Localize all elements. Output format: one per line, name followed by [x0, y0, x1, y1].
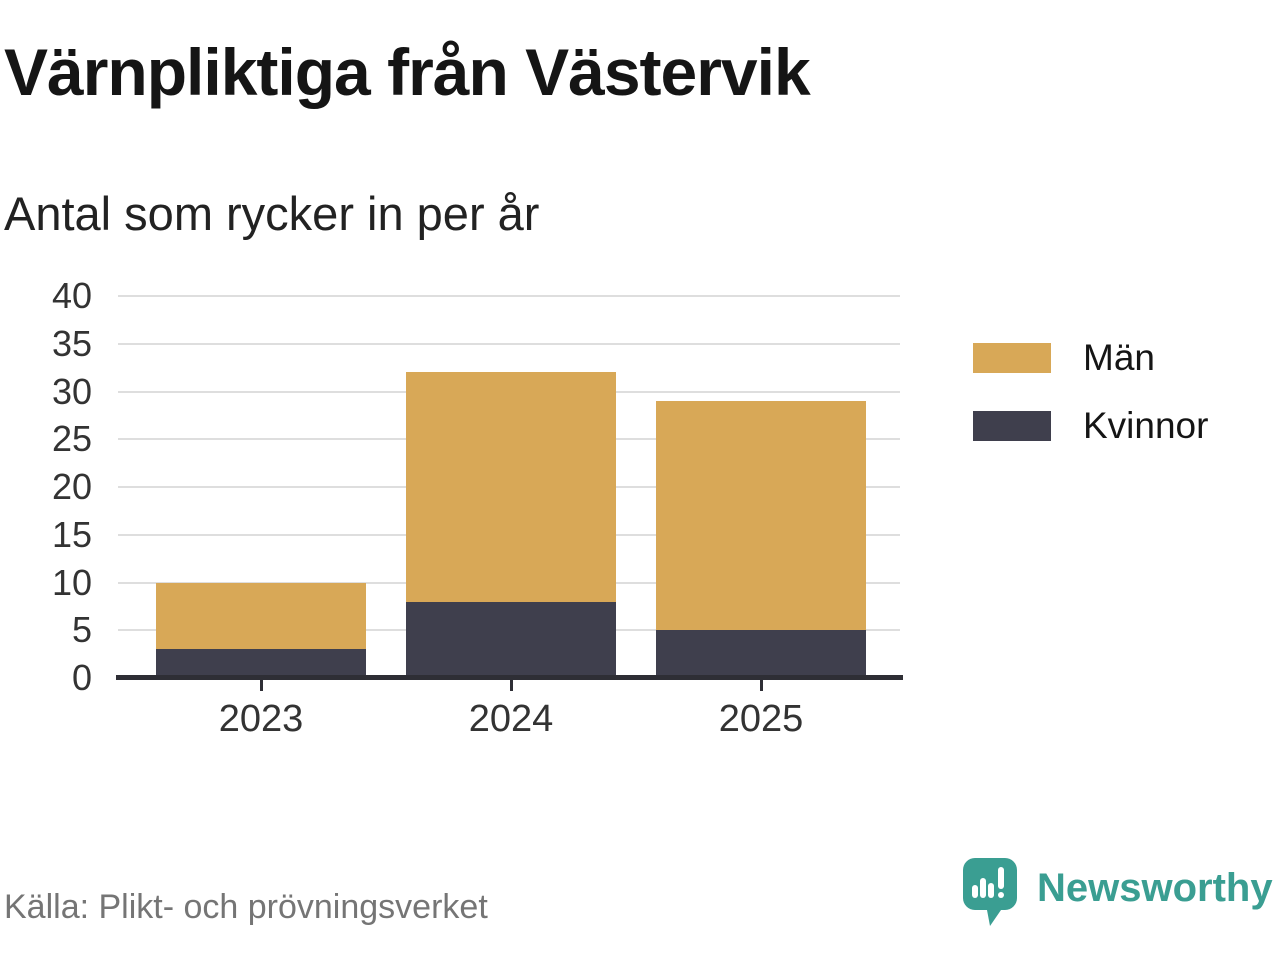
- y-tick-label-5: 5: [71, 609, 92, 651]
- gridline-35: [118, 342, 900, 345]
- bar-2025-kvinnor: [656, 630, 866, 678]
- y-axis: 0 5 10 15 20 25 30 35 40: [0, 275, 92, 698]
- y-tick-label-25: 25: [51, 418, 92, 460]
- bar-2025-män: [656, 401, 866, 631]
- chart-area: 0 5 10 15 20 25 30 35 40 2023 2024 2025: [0, 275, 1280, 740]
- y-tick-label-0: 0: [71, 657, 92, 698]
- page-title: Värnpliktiga från Västervik: [4, 35, 811, 109]
- legend-label-kvinnor: Kvinnor: [1083, 405, 1209, 446]
- y-tick-label-10: 10: [51, 561, 92, 603]
- legend-label-män: Män: [1083, 337, 1155, 378]
- x-tick-label-2023: 2023: [218, 698, 304, 740]
- y-tick-label-30: 30: [51, 370, 92, 412]
- bar-2024-män: [406, 372, 616, 602]
- x-tick-2023: [260, 678, 263, 691]
- bar-2024-kvinnor: [406, 601, 616, 678]
- brand-name: Newsworthy: [1037, 866, 1273, 910]
- plot-area: 2023 2024 2025: [112, 295, 903, 740]
- legend-item-kvinnor: Kvinnor: [973, 405, 1208, 447]
- bar-2023-kvinnor: [156, 649, 366, 678]
- x-tick-2025: [760, 678, 763, 691]
- x-tick-label-2025: 2025: [718, 698, 804, 740]
- x-tick-label-2024: 2024: [468, 698, 554, 740]
- legend-swatch-kvinnor: [973, 411, 1051, 441]
- brand-logo: Newsworthy: [963, 858, 1273, 926]
- y-tick-label-15: 15: [51, 513, 92, 555]
- y-tick-label-20: 20: [51, 466, 92, 507]
- legend: Män Kvinnor: [973, 337, 1208, 473]
- source-attribution: Källa: Plikt- och prövningsverket: [4, 888, 488, 926]
- legend-item-män: Män: [973, 337, 1208, 379]
- x-axis-line: [116, 675, 903, 680]
- x-tick-2024: [510, 678, 513, 691]
- y-tick-label-40: 40: [51, 275, 92, 316]
- newsworthy-logo-icon: [963, 858, 1017, 926]
- chart-subtitle: Antal som rycker in per år: [4, 187, 540, 240]
- y-tick-label-35: 35: [51, 322, 92, 364]
- gridline-40: [118, 295, 900, 297]
- bar-2023-män: [156, 582, 366, 650]
- legend-swatch-män: [973, 343, 1051, 373]
